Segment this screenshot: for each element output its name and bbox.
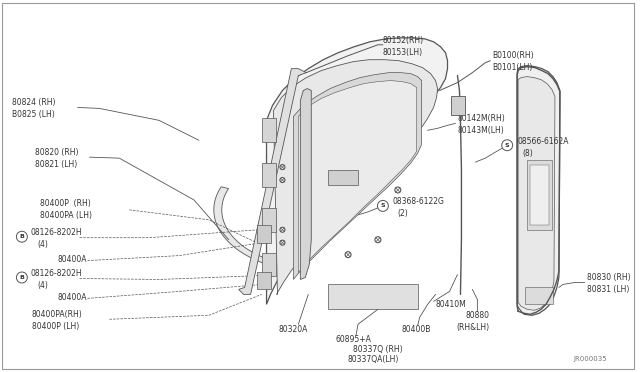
Text: 08368-6122G: 08368-6122G [393, 198, 445, 206]
Circle shape [378, 201, 388, 211]
Circle shape [265, 171, 272, 179]
Circle shape [340, 127, 346, 133]
Text: 80410M: 80410M [436, 300, 467, 309]
Text: 60895: 60895 [378, 136, 402, 145]
Text: 08566-6162A: 08566-6162A [517, 137, 568, 146]
Text: 80830 (RH): 80830 (RH) [587, 273, 630, 282]
Circle shape [280, 165, 285, 170]
Text: 80320A: 80320A [278, 325, 308, 334]
Circle shape [265, 217, 272, 223]
Text: 80821 (LH): 80821 (LH) [35, 160, 77, 169]
Text: 80400PA (LH): 80400PA (LH) [40, 211, 92, 220]
Text: 08126-8202H: 08126-8202H [31, 269, 83, 278]
Text: (8): (8) [522, 149, 533, 158]
Polygon shape [517, 66, 560, 315]
Polygon shape [527, 160, 552, 230]
Text: B: B [19, 275, 24, 280]
Circle shape [280, 177, 285, 183]
Text: 80152(RH): 80152(RH) [383, 36, 424, 45]
Text: 80824 (RH): 80824 (RH) [12, 98, 56, 107]
Text: 80400A: 80400A [58, 293, 87, 302]
Text: (2): (2) [398, 209, 408, 218]
Text: 80820E: 80820E [390, 121, 419, 130]
Polygon shape [239, 69, 307, 294]
Polygon shape [266, 38, 447, 304]
Text: 80153(LH): 80153(LH) [383, 48, 423, 57]
Circle shape [365, 152, 371, 158]
Circle shape [345, 251, 351, 257]
Polygon shape [257, 272, 271, 289]
Text: 80337QA(LH): 80337QA(LH) [348, 355, 399, 363]
Text: 80400PA(RH): 80400PA(RH) [32, 310, 83, 319]
Circle shape [17, 272, 28, 283]
Text: 80143M(LH): 80143M(LH) [458, 126, 504, 135]
Text: 80337Q (RH): 80337Q (RH) [353, 344, 403, 354]
Polygon shape [262, 118, 276, 142]
Text: (4): (4) [38, 240, 49, 249]
Text: 80400P  (RH): 80400P (RH) [40, 199, 90, 208]
Polygon shape [262, 253, 276, 276]
Text: S: S [381, 203, 385, 208]
Text: 80820 (RH): 80820 (RH) [35, 148, 78, 157]
Text: 80880: 80880 [465, 311, 490, 320]
Circle shape [265, 261, 272, 268]
Text: 80400A: 80400A [58, 255, 87, 264]
Polygon shape [293, 73, 422, 279]
Polygon shape [298, 81, 417, 273]
Text: 60895+A: 60895+A [335, 335, 371, 344]
Text: 80142M(RH): 80142M(RH) [458, 114, 505, 123]
Text: B0101(LH): B0101(LH) [492, 63, 532, 72]
Polygon shape [328, 170, 358, 185]
Text: B: B [19, 234, 24, 239]
Text: (4): (4) [38, 281, 49, 290]
Circle shape [265, 127, 272, 134]
Polygon shape [300, 89, 311, 279]
Polygon shape [257, 225, 271, 243]
Circle shape [375, 237, 381, 243]
Text: 80400B: 80400B [401, 325, 430, 334]
Polygon shape [530, 165, 549, 225]
Circle shape [395, 187, 401, 193]
Polygon shape [525, 288, 553, 304]
Text: JR000035: JR000035 [573, 356, 607, 362]
Polygon shape [262, 163, 276, 187]
Polygon shape [451, 96, 465, 115]
Polygon shape [328, 285, 418, 309]
Polygon shape [273, 60, 438, 294]
Circle shape [502, 140, 513, 151]
Text: 80101A: 80101A [350, 161, 380, 170]
Polygon shape [214, 187, 283, 268]
Text: 80831 (LH): 80831 (LH) [587, 285, 629, 294]
Polygon shape [518, 77, 555, 310]
Text: B0100(RH): B0100(RH) [492, 51, 534, 60]
Text: (RH&LH): (RH&LH) [457, 323, 490, 332]
Text: B0825 (LH): B0825 (LH) [12, 110, 54, 119]
Circle shape [280, 240, 285, 245]
Text: 80400P (LH): 80400P (LH) [32, 322, 79, 331]
Text: S: S [505, 143, 509, 148]
Circle shape [17, 231, 28, 242]
Circle shape [280, 227, 285, 232]
Text: 08126-8202H: 08126-8202H [31, 228, 83, 237]
Polygon shape [262, 208, 276, 232]
